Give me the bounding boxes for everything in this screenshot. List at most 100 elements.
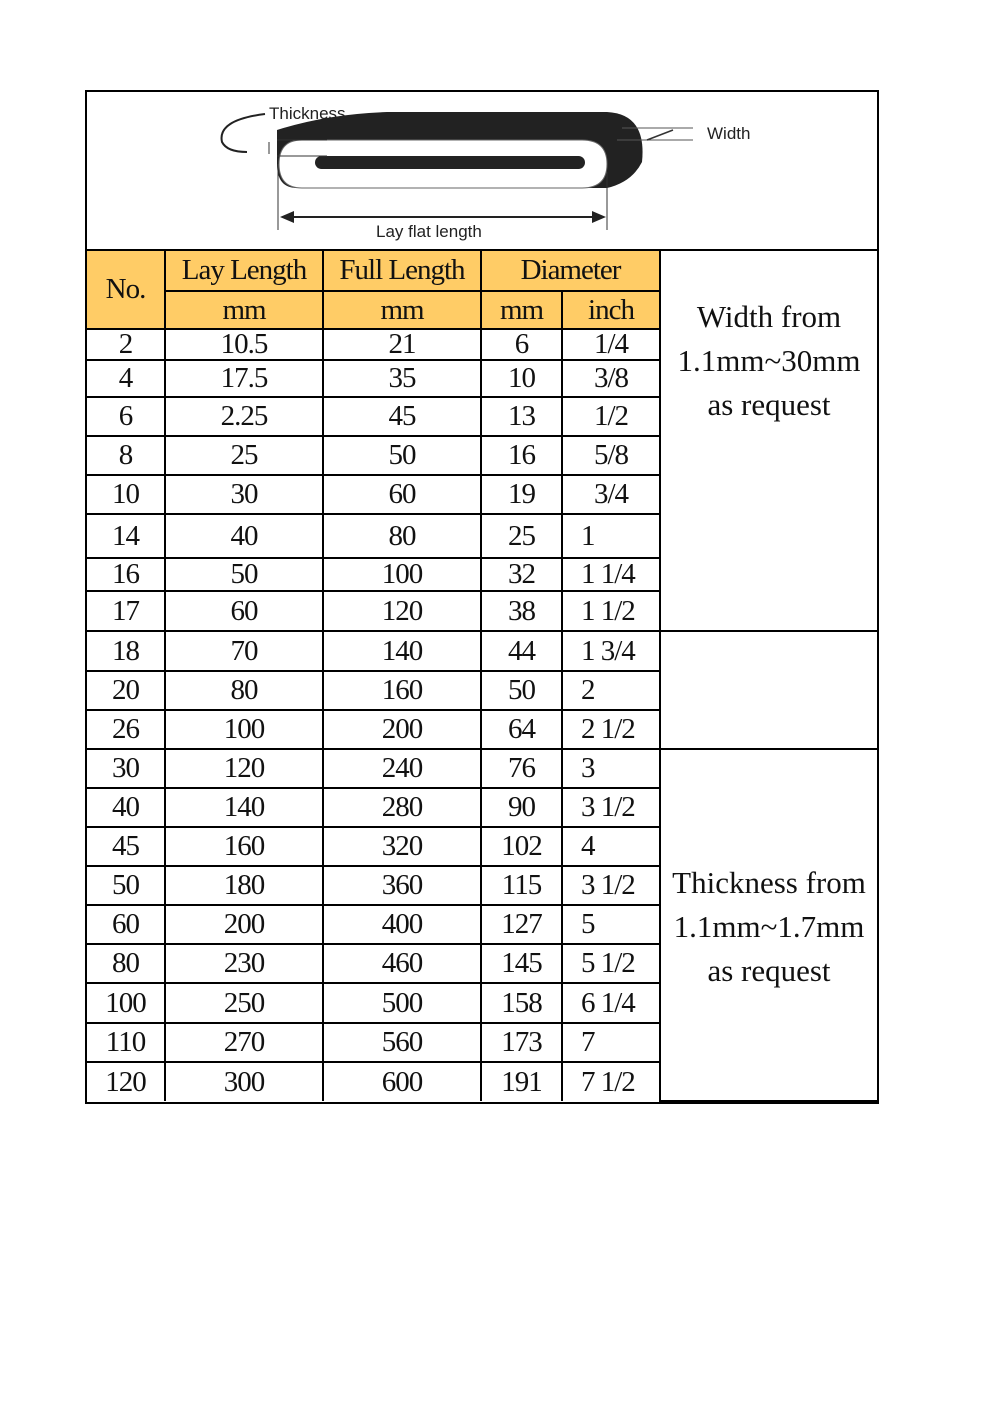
cell-full-length: 120 (322, 590, 482, 632)
cell-lay-length: 250 (164, 982, 324, 1024)
cell-full-length: 21 (322, 328, 482, 361)
header-dia-inch: inch (560, 290, 661, 330)
cell-full-length: 500 (322, 982, 482, 1024)
thickness-note-line: Thickness from (672, 865, 866, 900)
cell-diameter-mm: 38 (480, 590, 563, 632)
cell-diameter-mm: 32 (480, 557, 563, 592)
width-note-line: 1.1mm~30mm (677, 343, 861, 378)
table-row: 80 230 460 145 5 1/2 (87, 943, 877, 984)
cell-diameter-inch: 1/2 (560, 396, 661, 437)
table-row: 40 140 280 90 3 1/2 (87, 787, 877, 828)
cell-full-length: 280 (322, 787, 482, 828)
cell-lay-length: 60 (164, 590, 324, 632)
cell-no: 40 (87, 787, 166, 828)
cell-no: 45 (87, 826, 166, 867)
width-note-line: as request (707, 387, 831, 422)
cell-lay-length: 80 (164, 670, 324, 711)
cell-full-length: 45 (322, 396, 482, 437)
cell-diameter-inch: 3/4 (560, 474, 661, 515)
cell-full-length: 60 (322, 474, 482, 515)
cell-no: 6 (87, 396, 166, 437)
cell-full-length: 100 (322, 557, 482, 592)
cell-diameter-mm: 127 (480, 904, 563, 945)
cell-diameter-mm: 90 (480, 787, 563, 828)
cell-lay-length: 2.25 (164, 396, 324, 437)
cell-lay-length: 230 (164, 943, 324, 984)
cell-diameter-inch: 1 1/2 (560, 590, 661, 632)
header-lay-length: Lay Length (164, 251, 324, 292)
table-row: 26 100 200 64 2 1/2 (87, 709, 877, 750)
lay-flat-diagram: Thickness Width Lay flat length (87, 92, 877, 251)
thickness-note-line: 1.1mm~1.7mm (673, 909, 865, 944)
cell-full-length: 600 (322, 1061, 482, 1101)
cell-no: 2 (87, 328, 166, 361)
cell-diameter-inch: 1 3/4 (560, 630, 662, 672)
width-note: Width from 1.1mm~30mm as request (659, 251, 877, 632)
cell-lay-length: 120 (164, 748, 324, 789)
table-row: 8 25 50 16 5/8 (87, 435, 877, 476)
cell-no: 14 (87, 513, 166, 559)
cell-diameter-mm: 158 (480, 982, 563, 1024)
cell-full-length: 200 (322, 709, 482, 750)
cell-full-length: 240 (322, 748, 482, 789)
cell-diameter-mm: 102 (480, 826, 563, 867)
header-no: No. (87, 251, 166, 330)
table-row: 20 80 160 50 2 (87, 670, 877, 711)
cell-diameter-inch: 4 (560, 826, 661, 867)
cell-diameter-mm: 10 (480, 359, 563, 398)
cell-lay-length: 17.5 (164, 359, 324, 398)
table-row: 14 40 80 25 1 (87, 513, 877, 559)
cell-lay-length: 50 (164, 557, 324, 592)
cell-no: 4 (87, 359, 166, 398)
cell-lay-length: 160 (164, 826, 324, 867)
cell-diameter-mm: 173 (480, 1022, 563, 1063)
cell-diameter-mm: 6 (480, 328, 563, 361)
table-row: 50 180 360 115 3 1/2 (87, 865, 877, 906)
table-row: 45 160 320 102 4 (87, 826, 877, 867)
cell-lay-length: 30 (164, 474, 324, 515)
cell-diameter-inch: 2 1/2 (560, 709, 661, 750)
cell-diameter-inch: 5 1/2 (560, 943, 661, 984)
cell-full-length: 50 (322, 435, 482, 476)
cell-no: 60 (87, 904, 166, 945)
cell-full-length: 320 (322, 826, 482, 867)
cell-diameter-inch: 3/8 (560, 359, 661, 398)
header-dia-mm: mm (480, 290, 563, 330)
table-row: 10 30 60 19 3/4 (87, 474, 877, 515)
header-diameter: Diameter (479, 251, 662, 292)
table-row: 30 120 240 76 3 Thickness from 1.1mm~1.7mm as r… (87, 748, 877, 1102)
header-full-unit: mm (322, 290, 482, 330)
empty-note-cell (659, 630, 877, 750)
cell-diameter-mm: 64 (480, 709, 563, 750)
cell-diameter-inch: 3 (560, 748, 662, 789)
cell-diameter-mm: 115 (480, 865, 563, 906)
table-row: 120 300 600 191 7 1/2 (87, 1061, 877, 1101)
thickness-note-line: as request (707, 953, 831, 988)
table-row: 16 50 100 32 1 1/4 (87, 557, 877, 592)
cell-lay-length: 100 (164, 709, 324, 750)
cell-diameter-inch: 1 (560, 513, 661, 559)
cell-lay-length: 40 (164, 513, 324, 559)
cell-diameter-mm: 50 (480, 670, 563, 711)
cell-lay-length: 25 (164, 435, 324, 476)
cell-diameter-mm: 44 (480, 630, 563, 672)
cell-diameter-mm: 76 (480, 748, 563, 789)
spec-sheet: Thickness Width Lay flat length No. Lay … (85, 90, 879, 1104)
cell-no: 80 (87, 943, 166, 984)
cell-no: 16 (87, 557, 166, 592)
header-full-length: Full Length (322, 251, 482, 292)
cell-full-length: 360 (322, 865, 482, 906)
cell-diameter-inch: 6 1/4 (560, 982, 661, 1024)
size-table: No. Lay Length Full Length Diameter Widt… (87, 251, 877, 1102)
header-lay-unit: mm (165, 290, 324, 330)
cell-no: 20 (87, 670, 166, 711)
cell-full-length: 560 (322, 1022, 482, 1063)
cell-diameter-mm: 16 (480, 435, 563, 476)
cell-diameter-inch: 5 (560, 904, 661, 945)
cell-diameter-inch: 3 1/2 (560, 865, 661, 906)
cell-diameter-inch: 2 (560, 670, 661, 711)
cell-diameter-inch: 7 1/2 (560, 1061, 661, 1101)
cell-full-length: 160 (322, 670, 482, 711)
cell-lay-length: 10.5 (164, 328, 324, 361)
cell-no: 8 (87, 435, 166, 476)
